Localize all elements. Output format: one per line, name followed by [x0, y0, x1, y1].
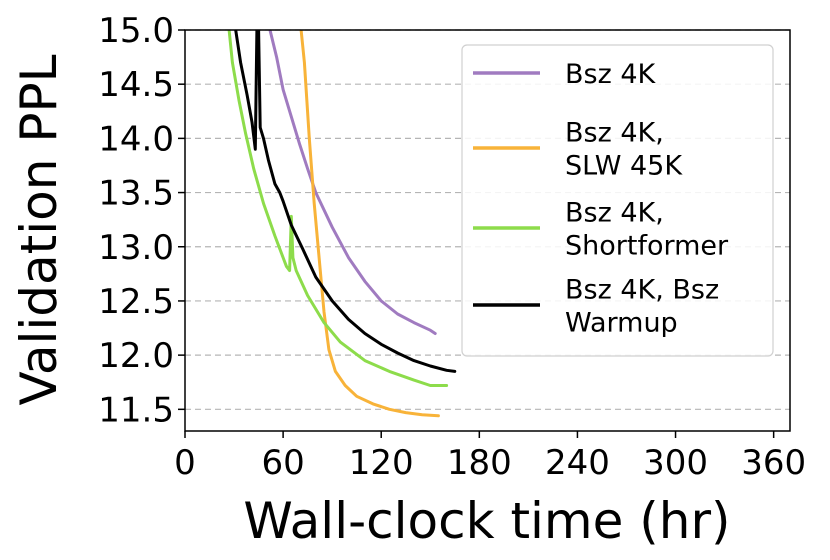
y-tick-label: 15.0 [98, 11, 174, 51]
y-tick-label: 12.5 [98, 282, 174, 322]
legend-label: Shortformer [565, 231, 729, 262]
legend-label: Bsz 4K, Bsz [565, 275, 719, 306]
series-layer [227, 30, 457, 418]
x-tick-label: 360 [741, 443, 806, 483]
x-tick-label: 0 [174, 443, 196, 483]
legend-label: Bsz 4K, [565, 118, 664, 149]
plot-frame [184, 29, 791, 432]
y-tick-label: 13.5 [98, 174, 174, 214]
series-line-4 [234, 30, 457, 373]
series-line-3 [227, 30, 449, 387]
x-tick-label: 120 [349, 443, 414, 483]
series-line-1 [268, 30, 437, 335]
legend-label: Warmup [565, 308, 678, 339]
y-tick-label: 14.5 [98, 65, 174, 105]
legend-frame [461, 44, 774, 357]
x-tick-label: 300 [643, 443, 708, 483]
x-tick-label: 180 [447, 443, 512, 483]
legend-label: Bsz 4K [565, 59, 657, 90]
legend-label: Bsz 4K, [565, 198, 664, 229]
x-tick-label: 60 [261, 443, 304, 483]
x-axis-label: Wall-clock time (hr) [243, 492, 730, 550]
series-line-2 [299, 30, 440, 418]
y-axis-label: Validation PPL [10, 54, 68, 405]
legend-label: SLW 45K [565, 151, 683, 182]
y-tick-label: 13.0 [98, 228, 174, 268]
y-tick-label: 12.0 [98, 336, 174, 376]
x-tick-label: 240 [545, 443, 610, 483]
y-axis: 11.5 12.0 12.5 13.0 13.5 14.0 14.5 15.0 [98, 11, 185, 430]
y-tick-label: 14.0 [98, 119, 174, 159]
y-tick-label: 11.5 [98, 390, 174, 430]
x-axis: 0 60 120 180 240 300 360 [174, 431, 806, 483]
